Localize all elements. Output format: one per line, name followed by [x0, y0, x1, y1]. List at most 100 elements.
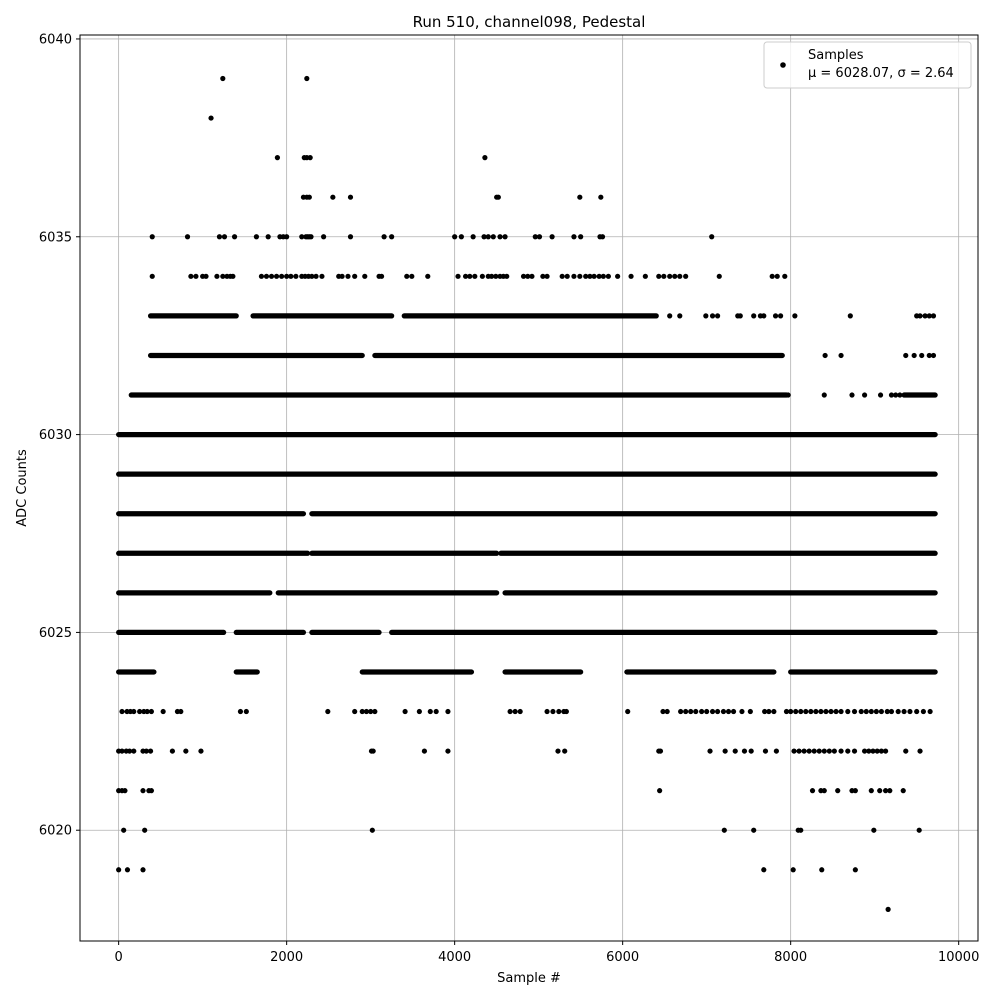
sample-point — [220, 75, 226, 82]
sample-point — [263, 273, 270, 279]
sample-point — [536, 234, 543, 240]
sample-point — [664, 708, 670, 715]
sample-point — [352, 273, 358, 279]
sample-point — [433, 708, 439, 715]
sample-point — [897, 392, 903, 398]
data-points — [116, 75, 938, 912]
sample-point — [583, 273, 589, 279]
sample-point — [782, 273, 788, 279]
sample-point — [497, 234, 503, 240]
x-tick-label: 0 — [115, 950, 123, 965]
sample-point — [858, 708, 864, 715]
sample-point — [882, 788, 889, 794]
sample-point — [124, 867, 131, 873]
x-tick-label: 6000 — [606, 950, 639, 965]
legend: Samples μ = 6028.07, σ = 2.64 — [763, 41, 972, 89]
sample-point — [119, 708, 125, 715]
sample-point — [148, 788, 155, 794]
sample-point — [771, 708, 777, 715]
sample-point — [502, 234, 508, 240]
sample-point — [598, 194, 604, 200]
x-tick-label: 2000 — [270, 950, 303, 965]
x-axis-ticks: 0 2000 4000 6000 8000 10000 — [115, 941, 979, 965]
sample-point — [861, 392, 868, 398]
chart-title: Run 510, channel098, Pedestal — [413, 13, 646, 31]
sample-point — [482, 155, 488, 161]
sample-point — [160, 708, 166, 715]
sample-point — [774, 273, 780, 279]
sample-point — [847, 313, 853, 319]
sample-point — [851, 708, 858, 715]
sample-point — [625, 708, 631, 715]
x-tick-label: 8000 — [774, 950, 807, 965]
sample-point — [402, 708, 408, 715]
sample-point — [325, 708, 331, 715]
sample-point — [600, 273, 606, 279]
sample-point — [284, 234, 290, 240]
sample-point — [661, 273, 667, 279]
sample-point — [785, 392, 791, 398]
sample-point — [304, 75, 310, 82]
sample-point — [868, 708, 874, 715]
sample-point — [550, 708, 556, 715]
sample-point — [467, 273, 473, 279]
sample-point — [672, 273, 678, 279]
sample-point — [485, 234, 491, 240]
sample-point — [258, 273, 265, 279]
legend-box — [763, 41, 972, 89]
sample-point — [725, 708, 732, 715]
sample-point — [849, 392, 855, 398]
sample-point — [873, 708, 879, 715]
sample-point — [149, 234, 155, 240]
sample-point — [472, 273, 478, 279]
sample-point — [704, 708, 710, 715]
sample-point — [544, 708, 550, 715]
sample-point — [368, 708, 374, 715]
sample-point — [806, 748, 812, 754]
sample-point — [605, 273, 611, 279]
sample-point — [279, 273, 285, 279]
sample-point — [268, 273, 275, 279]
y-axis-ticks: 6020 6025 6030 6035 6040 — [39, 32, 80, 839]
sample-point — [751, 313, 757, 319]
sample-point — [587, 273, 593, 279]
sample-point — [231, 234, 238, 240]
sample-point — [720, 708, 727, 715]
sample-point — [549, 234, 555, 240]
sample-point — [831, 748, 837, 754]
sample-point — [739, 708, 745, 715]
sample-point — [404, 273, 410, 279]
sample-point — [507, 708, 513, 715]
sample-point — [481, 234, 487, 240]
sample-point — [147, 748, 154, 754]
sample-point — [796, 748, 802, 754]
sample-point — [307, 155, 313, 161]
sample-point — [751, 827, 757, 833]
sample-point — [596, 273, 602, 279]
sample-point — [851, 748, 858, 754]
sample-point — [265, 234, 271, 240]
sample-point — [709, 313, 716, 319]
sample-point — [193, 273, 199, 279]
sample-point — [458, 234, 464, 240]
sample-point — [230, 273, 236, 279]
sample-point — [907, 708, 913, 715]
sample-point — [577, 194, 583, 200]
sample-point — [722, 748, 728, 754]
legend-marker — [780, 62, 786, 68]
sample-point — [677, 313, 683, 319]
sample-point — [137, 708, 143, 715]
sample-point — [253, 234, 260, 240]
sample-point — [273, 273, 280, 279]
sample-point — [369, 827, 375, 833]
y-tick-label: 6040 — [39, 32, 72, 47]
sample-point — [714, 313, 721, 319]
sample-point — [870, 748, 876, 754]
x-axis-label: Sample # — [497, 971, 561, 986]
sample-point — [838, 352, 844, 359]
sample-point — [721, 827, 727, 833]
sample-point — [866, 748, 872, 754]
